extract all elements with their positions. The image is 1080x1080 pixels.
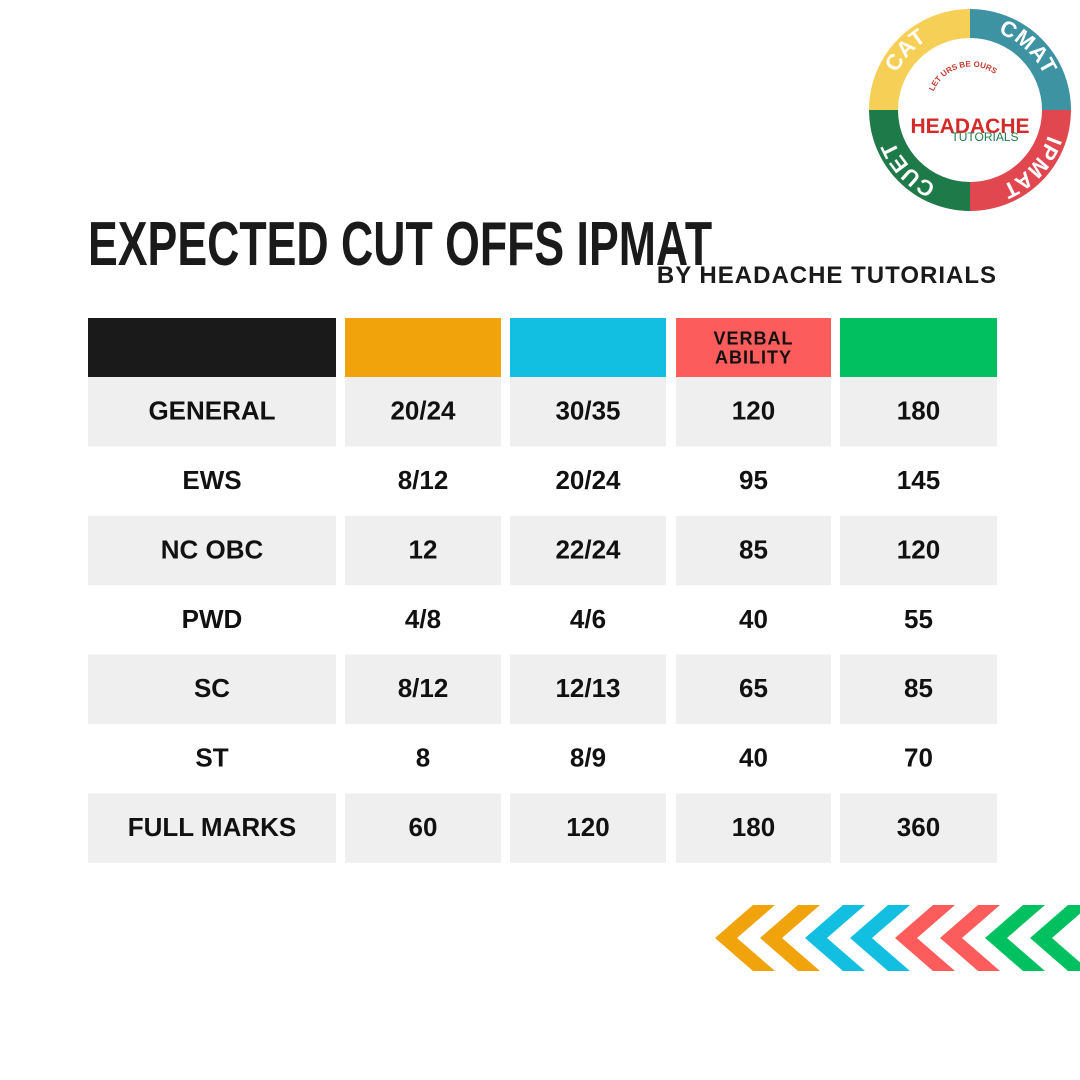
logo-tagline: TUTORIALS [951,130,1018,144]
table: VERBAL ABILITY GENERAL 20/24 30/35 120 180 EWS 8… [88,318,997,863]
cell: PWD [182,604,243,634]
chevrons [715,905,1080,971]
cell: 65 [739,673,768,703]
cell: 8/12 [398,673,449,703]
cell: 22/24 [555,534,621,564]
cell: 120 [566,812,609,842]
cell: 85 [904,673,933,703]
row-bg [676,377,831,447]
chevron [1030,905,1080,971]
cell: 60 [409,812,438,842]
row-bg [345,793,501,863]
header-cell [88,318,336,377]
cell: 120 [897,534,940,564]
cell: ST [195,743,228,773]
cell: GENERAL [148,396,275,426]
cell: 85 [739,534,768,564]
row-bg [840,793,997,863]
header-cell [345,318,501,377]
chevron [850,905,910,971]
chevron [715,905,775,971]
cell: 120 [732,396,775,426]
cell: 30/35 [555,396,620,426]
row-bg [88,793,336,863]
cell: 360 [897,812,940,842]
cell: 40 [739,743,768,773]
cell: 4/8 [405,604,441,634]
row-bg [510,377,666,447]
row-bg [840,515,997,586]
chevron [805,905,865,971]
cell: 4/6 [570,604,606,634]
cell: 8/9 [570,743,606,773]
cell: SC [194,673,230,703]
cell: FULL MARKS [128,812,297,842]
cell: NC OBC [161,534,264,564]
header-cell [510,318,666,377]
row-bg [510,515,666,586]
row-bg [840,377,997,447]
cell: 8 [416,743,430,773]
cell: 8/12 [398,465,449,495]
subtitle: BY HEADACHE TUTORIALS [657,262,997,289]
logo: CAT CMAT IPMAT CUET LET URS BE OURS HEAD… [869,9,1071,211]
chevron [940,905,1000,971]
cell: 55 [904,604,933,634]
cell: EWS [182,465,241,495]
row-bg [345,654,501,724]
cell: 70 [904,743,933,773]
row-bg [676,793,831,863]
cell: 12/13 [555,673,620,703]
cell: 145 [897,465,940,495]
chevron [985,905,1045,971]
cell: 180 [897,396,940,426]
row-bg [345,515,501,586]
logo-name: HEADACHE [910,115,1029,138]
cell: 20/24 [555,465,621,495]
row-bg [510,654,666,724]
cell: 180 [732,812,775,842]
row-bg [676,654,831,724]
row-bg [88,515,336,586]
row-bg [88,377,336,447]
header-cell [676,318,831,377]
chevron [760,905,820,971]
row-bg [88,654,336,724]
header-cell [840,318,997,377]
cell: 12 [409,534,438,564]
cell: 20/24 [390,396,456,426]
row-bg [840,654,997,724]
column-header: VERBAL ABILITY [713,328,793,367]
row-bg [510,793,666,863]
cell: 40 [739,604,768,634]
chevron [895,905,955,971]
row-bg [345,377,501,447]
row-bg [676,515,831,586]
cell: 95 [739,465,768,495]
title: EXPECTED CUT OFFS IPMAT [88,210,712,279]
